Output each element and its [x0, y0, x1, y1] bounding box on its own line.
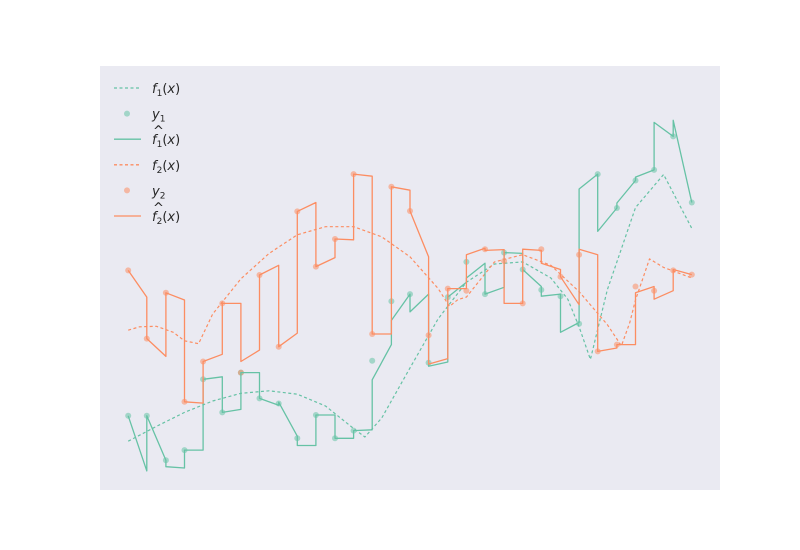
point-y1-24 — [576, 320, 583, 327]
legend-hat-fhat1: ^ — [153, 124, 164, 139]
legend-label-fhat1: f1(x) — [152, 133, 180, 150]
series-line-f1 — [127, 173, 693, 442]
legend-label-f2: f2(x) — [152, 159, 180, 176]
legend-label-f1: f1(x) — [152, 82, 180, 99]
series-line-fhat1 — [127, 119, 693, 472]
series-line-fhat2 — [127, 173, 692, 404]
legend-label-fhat2: f2(x) — [152, 210, 180, 227]
legend-hat-fhat2: ^ — [153, 201, 164, 216]
plot-area — [100, 66, 720, 490]
legend-label-y1: y1 — [151, 108, 165, 125]
series-layer — [125, 119, 695, 472]
point-y2-27 — [632, 283, 639, 290]
point-y1-13 — [369, 357, 376, 364]
legend-marker-y1 — [124, 110, 130, 117]
legend-marker-y2 — [124, 187, 130, 194]
series-line-f2 — [128, 226, 693, 347]
legend-label-y2: y2 — [151, 184, 165, 201]
